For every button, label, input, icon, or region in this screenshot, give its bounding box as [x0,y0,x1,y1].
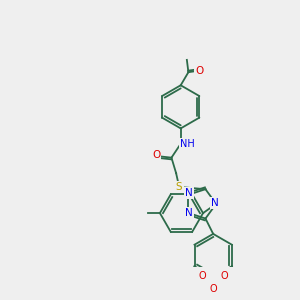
Text: O: O [152,150,160,160]
Text: O: O [220,271,228,281]
Text: O: O [209,284,217,294]
Text: N: N [185,188,193,198]
Text: N: N [212,198,219,208]
Text: O: O [198,271,206,281]
Text: O: O [195,66,203,76]
Text: NH: NH [180,139,195,149]
Text: S: S [176,182,182,192]
Text: N: N [185,208,193,218]
